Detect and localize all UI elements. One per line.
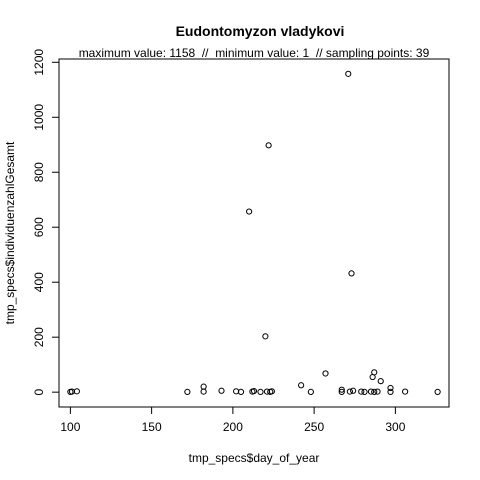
- data-point: [307, 388, 314, 395]
- data-point: [250, 387, 258, 395]
- x-tick-label: 250: [304, 420, 324, 434]
- data-point: [350, 387, 357, 394]
- y-tick-label: 600: [32, 217, 46, 237]
- x-ticks: 100 150 200 250 300: [60, 407, 406, 434]
- data-points: [67, 70, 441, 395]
- data-point: [73, 388, 80, 395]
- data-point: [348, 270, 355, 277]
- y-tick-label: 1200: [32, 49, 46, 76]
- y-axis-label: tmp_specs$individuenzahlGesamt: [3, 141, 17, 324]
- data-point: [346, 388, 353, 395]
- chart-title: Eudontomyzon vladykovi: [176, 23, 345, 39]
- data-point: [374, 388, 381, 395]
- data-point: [345, 70, 352, 77]
- y-tick-label: 400: [32, 272, 46, 292]
- x-tick-label: 300: [385, 420, 405, 434]
- data-point: [371, 369, 378, 376]
- data-point: [200, 388, 207, 395]
- data-point: [434, 388, 441, 395]
- data-point: [298, 382, 305, 389]
- y-ticks: 0 200 400 600 800 1000 1200: [32, 49, 59, 396]
- x-tick-label: 150: [142, 420, 162, 434]
- data-point: [265, 142, 272, 149]
- data-point: [402, 388, 409, 395]
- data-point: [322, 370, 329, 377]
- data-point: [338, 386, 345, 393]
- data-point: [387, 388, 394, 395]
- data-point: [387, 384, 394, 392]
- y-tick-label: 200: [32, 327, 46, 347]
- y-tick-label: 800: [32, 162, 46, 182]
- data-point: [246, 208, 253, 215]
- x-axis-label: tmp_specs$day_of_year: [189, 451, 320, 465]
- data-point: [358, 388, 365, 395]
- data-point: [268, 388, 275, 395]
- data-point: [184, 388, 191, 395]
- y-tick-label: 1000: [32, 104, 46, 131]
- y-tick-label: 0: [32, 389, 46, 396]
- data-point: [377, 378, 384, 385]
- data-point: [257, 388, 264, 395]
- data-point: [218, 387, 225, 394]
- x-tick-label: 200: [223, 420, 243, 434]
- data-point: [262, 333, 269, 340]
- data-point: [237, 388, 245, 395]
- data-point: [371, 388, 378, 395]
- data-point: [338, 388, 345, 395]
- chart-subtitle: maximum value: 1158 // minimum value: 1 …: [79, 46, 430, 60]
- x-tick-label: 100: [60, 420, 80, 434]
- data-point: [367, 388, 375, 395]
- data-point: [361, 388, 368, 395]
